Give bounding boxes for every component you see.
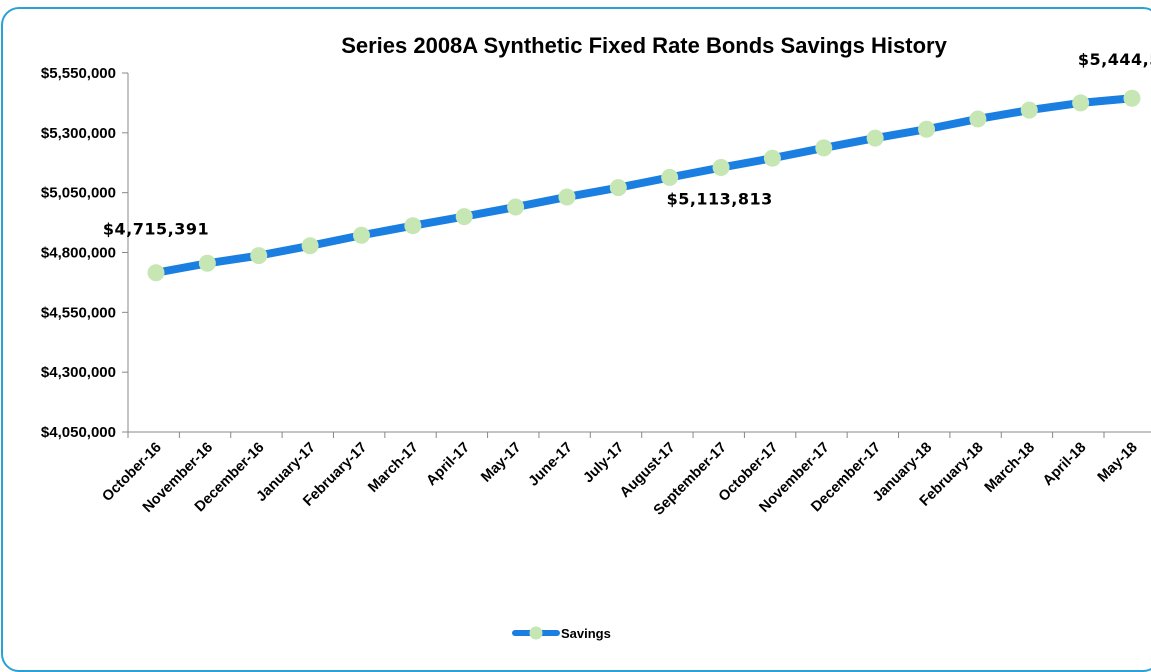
x-tick-label: July-17 <box>580 440 627 487</box>
data-point <box>455 208 473 226</box>
data-label: $5,113,813 <box>667 189 773 208</box>
y-tick-label: $5,300,000 <box>41 125 116 142</box>
data-point <box>147 264 165 282</box>
x-tick-label: April-18 <box>1040 440 1089 489</box>
y-tick-label: $4,550,000 <box>41 304 116 321</box>
data-labels: $4,715,391 $5,113,813 $5,444,579 <box>103 50 1151 239</box>
x-tick-label: April-17 <box>424 440 473 489</box>
data-point <box>763 149 781 167</box>
chart-frame <box>1 7 1151 672</box>
data-point <box>1020 101 1038 119</box>
savings-line <box>152 94 1136 277</box>
data-point <box>352 226 370 244</box>
data-point <box>507 198 525 216</box>
legend-label: Savings <box>561 626 611 641</box>
data-label: $4,715,391 <box>103 220 209 239</box>
data-point <box>1123 89 1141 107</box>
data-point <box>301 237 319 255</box>
legend: Savings <box>512 626 611 641</box>
data-point <box>712 159 730 177</box>
data-point <box>1072 94 1090 112</box>
data-point <box>866 129 884 147</box>
data-point <box>250 247 268 265</box>
series-savings <box>147 89 1141 282</box>
data-point <box>918 120 936 138</box>
data-point <box>558 188 576 206</box>
chart-title: Series 2008A Synthetic Fixed Rate Bonds … <box>341 33 947 58</box>
data-point <box>969 110 987 128</box>
data-point <box>661 168 679 186</box>
data-label: $5,444,579 <box>1078 50 1151 69</box>
data-point <box>609 179 627 197</box>
data-point <box>404 217 422 235</box>
data-point <box>198 254 216 272</box>
x-tick-label: May-17 <box>478 440 524 486</box>
x-axis: October-16November-16December-16January-… <box>99 431 1151 519</box>
y-tick-label: $4,300,000 <box>41 364 116 381</box>
y-tick-label: $5,550,000 <box>41 65 116 82</box>
legend-marker-swatch <box>529 626 543 640</box>
y-tick-label: $5,050,000 <box>41 185 116 202</box>
y-axis: $5,550,000 $5,300,000 $5,050,000 $4,800,000… <box>41 65 129 441</box>
x-tick-label: March-18 <box>982 440 1038 496</box>
x-tick-label: May-18 <box>1095 440 1141 486</box>
y-tick-label: $4,050,000 <box>41 424 116 441</box>
data-point <box>815 139 833 157</box>
x-tick-label: March-17 <box>365 440 421 496</box>
x-tick-label: June-17 <box>526 440 576 490</box>
y-tick-label: $4,800,000 <box>41 245 116 262</box>
